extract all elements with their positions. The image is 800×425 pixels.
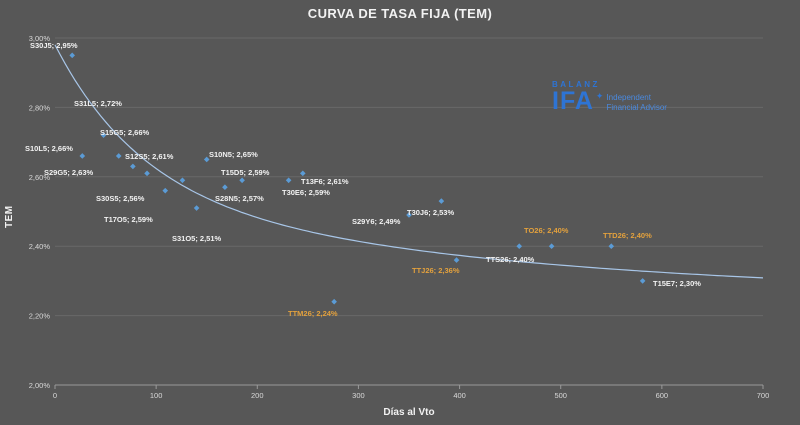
data-point-label-S15G5: S15G5; 2,66% (100, 128, 150, 137)
logo-row: IFA ✦ Independent Financial Advisor (552, 87, 667, 115)
x-tick-label: 600 (656, 391, 669, 400)
data-point-S10L5 (79, 153, 86, 159)
data-point-T30J6 (438, 198, 445, 204)
data-point-label-TTD26: TTD26; 2,40% (603, 231, 652, 240)
x-tick-label: 300 (352, 391, 365, 400)
data-point-TO26 (548, 243, 555, 249)
data-point-label-TTM26: TTM26; 2,24% (288, 309, 338, 318)
data-point-label-S31L5: S31L5; 2,72% (74, 99, 122, 108)
data-point-label-S28N5: S28N5; 2,57% (215, 194, 264, 203)
data-point-label-TO26: TO26; 2,40% (524, 226, 569, 235)
data-point-S30S5 (162, 187, 169, 194)
y-tick-label: 2,20% (29, 312, 51, 321)
data-point-label-T15D5: T15D5; 2,59% (221, 168, 270, 177)
data-point-label-S29G5: S29G5; 2,63% (44, 168, 94, 177)
chart-title: CURVA DE TASA FIJA (TEM) (307, 6, 493, 21)
data-point-label-S12S5: S12S5; 2,61% (125, 152, 174, 161)
data-point-label-T30J6: T30J6; 2,53% (407, 208, 454, 217)
data-point-TTD26 (608, 243, 615, 249)
data-point-label-TTS26: TTS26; 2,40% (486, 255, 535, 264)
data-point-label-S30S5: S30S5; 2,56% (96, 194, 145, 203)
x-tick-label: 700 (757, 391, 770, 400)
data-point-label-S10L5: S10L5; 2,66% (25, 144, 73, 153)
y-axis-title: TEM (4, 205, 15, 228)
x-axis-title: Días al Vto (383, 407, 435, 418)
data-point-T15E7 (639, 278, 646, 284)
x-tick-label: 100 (150, 391, 163, 400)
data-point-label-S30J5: S30J5; 2,95% (30, 41, 78, 50)
data-point-S15G5 (115, 153, 122, 159)
logo-brand-text: BALANZ (552, 80, 600, 89)
x-tick-label: 200 (251, 391, 264, 400)
data-point-TTJ26 (453, 257, 460, 263)
y-tick-label: 2,80% (29, 103, 51, 112)
y-tick-label: 3,00% (29, 34, 51, 43)
data-point-label-S29Y6: S29Y6; 2,49% (352, 217, 401, 226)
data-point-label-T15E7: T15E7; 2,30% (653, 279, 701, 288)
data-point-T13F6 (300, 170, 306, 177)
data-point-TTM26 (331, 298, 337, 305)
data-point-S10N5 (203, 156, 210, 163)
data-point-label-S10N5: S10N5; 2,65% (209, 150, 258, 159)
trendline-curve (54, 44, 764, 279)
data-point-label-T30E6: T30E6; 2,59% (282, 188, 330, 197)
data-point-TTS26 (516, 243, 523, 249)
x-tick-label: 500 (554, 391, 567, 400)
data-point-T30E6 (285, 177, 292, 184)
data-point-S31O5 (193, 205, 200, 211)
y-tick-label: 2,60% (29, 173, 51, 182)
data-point-label-S31O5: S31O5; 2,51% (172, 234, 222, 243)
data-point-S29G5 (130, 163, 136, 170)
data-point-label-T17O5: T17O5; 2,59% (104, 215, 153, 224)
data-point-S31L5 (100, 132, 107, 138)
data-point-S12S5 (144, 170, 150, 177)
data-point-S30J5 (69, 52, 75, 59)
balanz-ifa-logo: BALANZ IFA ✦ Independent Financial Advis… (552, 80, 667, 115)
star-icon: ✦ (595, 91, 604, 101)
logo-acronym: IFA (552, 87, 594, 115)
logo-tagline-line1: Independent (606, 93, 651, 102)
data-point-S28N5 (222, 184, 228, 191)
data-point-T15D5 (239, 177, 245, 184)
y-tick-label: 2,00% (29, 381, 51, 390)
logo-tagline-line2: Financial Advisor (606, 102, 667, 112)
data-point-S29Y6 (406, 212, 412, 218)
logo-tagline: Independent Financial Advisor (606, 93, 666, 112)
y-tick-label: 2,40% (29, 242, 51, 251)
data-point-label-T13F6: T13F6; 2,61% (301, 177, 349, 186)
data-point-label-TTJ26: TTJ26; 2,36% (412, 266, 460, 275)
data-point-T17O5 (179, 177, 186, 184)
x-tick-label: 0 (53, 391, 57, 400)
x-tick-label: 400 (453, 391, 466, 400)
